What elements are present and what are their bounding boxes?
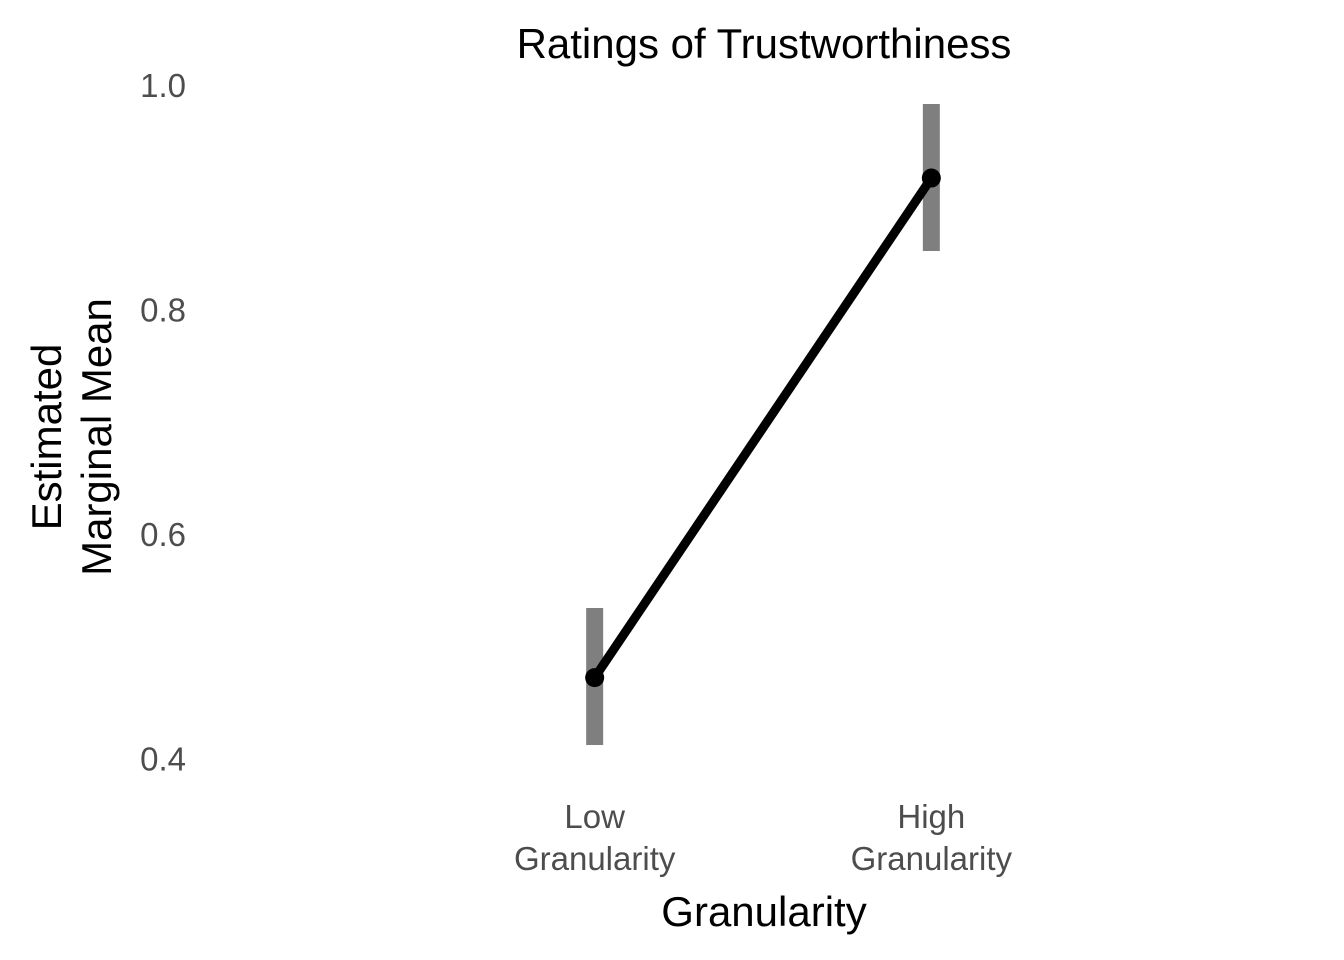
y-tick-label: 0.4 [140, 741, 186, 778]
data-point [921, 168, 941, 188]
y-axis-title: Estimated Marginal Mean [23, 298, 120, 576]
x-axis-ticks: Low Granularity High Granularity [514, 798, 1013, 877]
x-tick-label: Low Granularity [514, 798, 676, 877]
x-tick-label-line: Granularity [851, 840, 1013, 877]
x-tick-label-line: Granularity [514, 840, 676, 877]
x-axis-title: Granularity [661, 888, 866, 935]
y-tick-label: 0.6 [140, 516, 186, 553]
data-points [585, 168, 941, 688]
y-axis-title-line-2: Marginal Mean [73, 298, 120, 576]
x-tick-label: High Granularity [851, 798, 1013, 877]
data-point [585, 668, 605, 688]
series-line [590, 173, 936, 683]
y-tick-label: 1.0 [140, 67, 186, 104]
y-axis-title-line-1: Estimated [23, 344, 70, 531]
x-tick-label-line: Low [564, 798, 625, 835]
y-tick-label: 0.8 [140, 292, 186, 329]
chart-title: Ratings of Trustworthiness [517, 20, 1012, 67]
series-lines [590, 173, 936, 683]
y-axis-ticks: 0.4 0.6 0.8 1.0 [140, 67, 186, 778]
x-tick-label-line: High [897, 798, 965, 835]
